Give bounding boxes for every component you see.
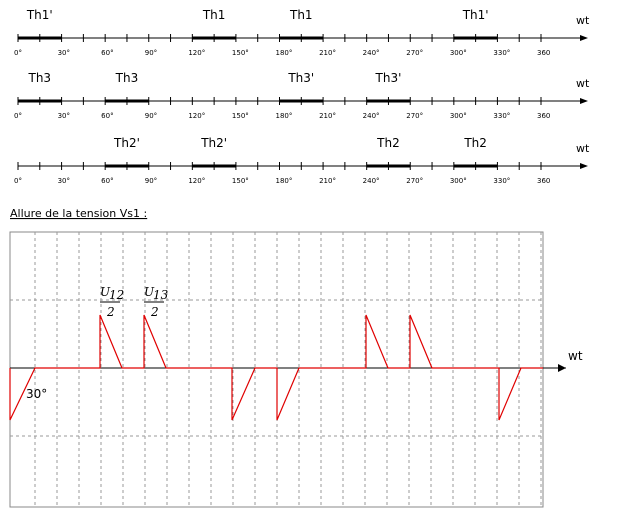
tick-label: 90°	[145, 112, 157, 120]
segment-label: Th3'	[287, 71, 314, 85]
axis-label: wt	[576, 14, 590, 27]
fraction-subscript: 12	[109, 288, 124, 302]
waveform-title: Allure de la tension Vs1 :	[10, 207, 147, 220]
waveform-axis-label: wt	[568, 349, 583, 363]
arrowhead	[558, 364, 566, 372]
tick-label: 180°	[276, 177, 293, 185]
tick-label: 0°	[14, 49, 22, 57]
tick-label: 120°	[188, 112, 205, 120]
grid	[10, 232, 543, 507]
segment-label: Th2	[376, 136, 400, 150]
tick-label: 330°	[493, 49, 510, 57]
fraction-denominator: 2	[106, 305, 115, 319]
tick-label: 30°	[58, 177, 70, 185]
segment-label: Th2'	[113, 136, 140, 150]
tick-label: 90°	[145, 177, 157, 185]
angle-label: 30°	[26, 387, 47, 401]
tick-label: 240°	[363, 112, 380, 120]
fraction-symbol: U	[144, 285, 155, 299]
tick-label: 0°	[14, 112, 22, 120]
segment-label: Th3	[115, 71, 139, 85]
tick-label: 330°	[493, 112, 510, 120]
tick-label: 270°	[406, 177, 423, 185]
tick-label: 210°	[319, 177, 336, 185]
segment-label: Th3'	[375, 71, 402, 85]
segment-label: Th1	[289, 8, 313, 22]
tick-label: 90°	[145, 49, 157, 57]
axis-label: wt	[576, 77, 590, 90]
tick-label: 120°	[188, 177, 205, 185]
tick-label: 270°	[406, 112, 423, 120]
tick-label: 360	[537, 177, 550, 185]
segment-label: Th1'	[462, 8, 489, 22]
fraction-denominator: 2	[150, 305, 159, 319]
tick-label: 60°	[101, 49, 113, 57]
tick-label: 210°	[319, 49, 336, 57]
tick-label: 60°	[101, 112, 113, 120]
tick-label: 60°	[101, 177, 113, 185]
tick-label: 270°	[406, 49, 423, 57]
tick-label: 360	[537, 49, 550, 57]
tick-label: 330°	[493, 177, 510, 185]
arrowhead	[580, 35, 588, 41]
tick-label: 360	[537, 112, 550, 120]
tick-label: 120°	[188, 49, 205, 57]
fraction-subscript: 13	[153, 288, 169, 302]
tick-label: 150°	[232, 177, 249, 185]
segment-label: Th1'	[26, 8, 53, 22]
tick-label: 300°	[450, 177, 467, 185]
arrowhead	[580, 163, 588, 169]
segment-label: Th1	[202, 8, 226, 22]
axis-label: wt	[576, 142, 590, 155]
segment-label: Th3	[28, 71, 52, 85]
arrowhead	[580, 98, 588, 104]
tick-label: 0°	[14, 177, 22, 185]
waveform	[9, 314, 543, 421]
tick-label: 180°	[276, 112, 293, 120]
tick-label: 240°	[363, 49, 380, 57]
tick-label: 150°	[232, 49, 249, 57]
tick-label: 300°	[450, 49, 467, 57]
tick-label: 210°	[319, 112, 336, 120]
tick-label: 30°	[58, 49, 70, 57]
tick-label: 180°	[276, 49, 293, 57]
segment-label: Th2	[463, 136, 487, 150]
tick-label: 30°	[58, 112, 70, 120]
fraction-symbol: U	[100, 285, 111, 299]
tick-label: 300°	[450, 112, 467, 120]
tick-label: 240°	[363, 177, 380, 185]
tick-label: 150°	[232, 112, 249, 120]
segment-label: Th2'	[200, 136, 227, 150]
